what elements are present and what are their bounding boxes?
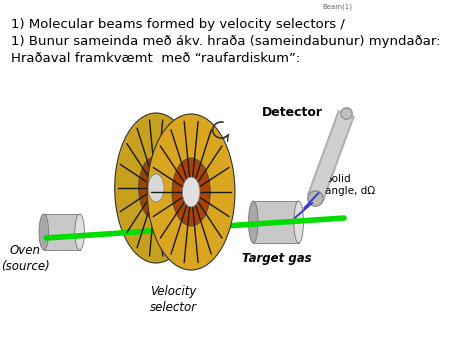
Polygon shape xyxy=(253,201,299,243)
Ellipse shape xyxy=(147,114,235,270)
Polygon shape xyxy=(44,214,80,250)
Text: Target gas: Target gas xyxy=(243,252,312,265)
Text: Velocity
selector: Velocity selector xyxy=(150,285,197,314)
Text: Beam(1): Beam(1) xyxy=(323,4,353,10)
Text: Solid
angle, dΩ: Solid angle, dΩ xyxy=(316,174,375,199)
Ellipse shape xyxy=(115,113,198,263)
Text: Detector: Detector xyxy=(262,106,323,119)
Ellipse shape xyxy=(182,177,200,207)
Ellipse shape xyxy=(139,156,174,220)
Text: 1) Molecular beams formed by velocity selectors /: 1) Molecular beams formed by velocity se… xyxy=(11,18,345,31)
Ellipse shape xyxy=(172,158,210,226)
Ellipse shape xyxy=(148,174,164,202)
Ellipse shape xyxy=(248,201,258,243)
Ellipse shape xyxy=(75,214,85,250)
Text: 1) Bunur sameinda með ákv. hraða (sameindabunur) myndaðar:: 1) Bunur sameinda með ákv. hraða (samein… xyxy=(11,35,441,48)
Text: Hraðaval framkvæmt  með “raufardiskum”:: Hraðaval framkvæmt með “raufardiskum”: xyxy=(11,52,301,65)
Ellipse shape xyxy=(294,201,303,243)
Text: Oven
(source): Oven (source) xyxy=(1,244,50,273)
Ellipse shape xyxy=(39,214,49,250)
